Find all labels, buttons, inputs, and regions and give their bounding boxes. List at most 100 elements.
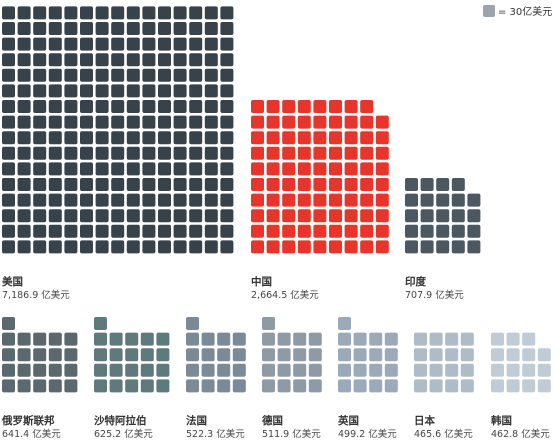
waffle-cell bbox=[313, 162, 327, 176]
waffle-cell bbox=[313, 240, 327, 254]
waffle-cell bbox=[95, 22, 109, 35]
waffle-cell bbox=[189, 68, 203, 82]
waffle-cell bbox=[125, 379, 139, 393]
waffle-cell bbox=[204, 178, 218, 191]
waffle-cell bbox=[220, 178, 234, 191]
waffle-6 bbox=[262, 317, 322, 393]
waffle-cell bbox=[436, 224, 450, 238]
waffle-cell bbox=[189, 224, 203, 238]
waffle-cell bbox=[173, 146, 187, 160]
waffle-cell bbox=[142, 53, 156, 67]
waffle-cell bbox=[220, 193, 234, 207]
waffle-cell bbox=[95, 53, 109, 67]
waffle-cell bbox=[201, 363, 215, 377]
waffle-cell bbox=[384, 379, 398, 393]
waffle-cell bbox=[173, 240, 187, 254]
waffle-cell bbox=[329, 178, 342, 191]
waffle-cell bbox=[17, 193, 31, 207]
waffle-cell bbox=[2, 6, 15, 20]
waffle-cell bbox=[266, 209, 280, 223]
waffle-cell bbox=[142, 68, 156, 82]
waffle-cell bbox=[126, 224, 140, 238]
waffle-cell bbox=[436, 209, 450, 223]
waffle-cell bbox=[360, 131, 374, 145]
waffle-cell bbox=[369, 348, 383, 362]
waffle-cell bbox=[189, 22, 203, 35]
waffle-cell bbox=[460, 348, 474, 362]
waffle-cell bbox=[297, 193, 311, 207]
waffle-cell bbox=[48, 379, 62, 393]
waffle-cell bbox=[360, 209, 374, 223]
waffle-cell bbox=[204, 53, 218, 67]
waffle-cell bbox=[436, 178, 450, 191]
waffle-cell bbox=[266, 162, 280, 176]
waffle-cell bbox=[429, 379, 443, 393]
waffle-cell bbox=[308, 348, 322, 362]
waffle-cell bbox=[189, 193, 203, 207]
waffle-cell bbox=[80, 84, 93, 98]
waffle-cell bbox=[64, 37, 78, 51]
waffle-cell bbox=[48, 332, 62, 346]
waffle-cell bbox=[251, 131, 264, 145]
waffle-cell bbox=[111, 131, 125, 145]
waffle-cell bbox=[48, 68, 62, 82]
waffle-cell bbox=[17, 100, 31, 113]
waffle-cell bbox=[158, 100, 171, 113]
waffle-cell bbox=[220, 22, 234, 35]
series-value-label: 7,186.9 亿美元 bbox=[2, 290, 70, 301]
waffle-cell bbox=[17, 209, 31, 223]
waffle-cell bbox=[173, 209, 187, 223]
waffle-cell bbox=[282, 224, 296, 238]
waffle-cell bbox=[48, 209, 62, 223]
waffle-cell bbox=[204, 224, 218, 238]
waffle-cell bbox=[414, 332, 427, 346]
waffle-cell bbox=[142, 178, 156, 191]
waffle-cell bbox=[95, 193, 109, 207]
waffle-cell bbox=[64, 332, 78, 346]
waffle-cell bbox=[33, 332, 47, 346]
waffle-cell bbox=[64, 348, 78, 362]
waffle-cell bbox=[2, 209, 15, 223]
waffle-cell bbox=[17, 6, 31, 20]
waffle-cell bbox=[126, 209, 140, 223]
waffle-cell bbox=[414, 363, 427, 377]
waffle-cell bbox=[282, 131, 296, 145]
waffle-cell bbox=[360, 100, 374, 113]
waffle-cell bbox=[142, 193, 156, 207]
waffle-cell bbox=[329, 115, 342, 129]
waffle-cell bbox=[405, 224, 418, 238]
waffle-cell bbox=[186, 348, 199, 362]
waffle-cell bbox=[48, 100, 62, 113]
waffle-cell bbox=[460, 332, 474, 346]
waffle-cell bbox=[80, 53, 93, 67]
waffle-cell bbox=[33, 162, 47, 176]
waffle-cell bbox=[111, 68, 125, 82]
waffle-cell bbox=[33, 209, 47, 223]
waffle-cell bbox=[297, 146, 311, 160]
waffle-cell bbox=[414, 348, 427, 362]
waffle-cell bbox=[522, 379, 536, 393]
waffle-cell bbox=[297, 115, 311, 129]
waffle-cell bbox=[64, 115, 78, 129]
waffle-cell bbox=[189, 53, 203, 67]
waffle-cell bbox=[189, 162, 203, 176]
waffle-cell bbox=[158, 178, 171, 191]
waffle-cell bbox=[156, 379, 170, 393]
waffle-cell bbox=[111, 193, 125, 207]
waffle-cell bbox=[369, 379, 383, 393]
waffle-cell bbox=[220, 224, 234, 238]
waffle-cell bbox=[2, 115, 15, 129]
waffle-cell bbox=[251, 209, 264, 223]
waffle-cell bbox=[142, 162, 156, 176]
waffle-cell bbox=[33, 224, 47, 238]
waffle-cell bbox=[297, 131, 311, 145]
waffle-cell bbox=[217, 379, 231, 393]
waffle-cell bbox=[80, 68, 93, 82]
waffle-cell bbox=[48, 22, 62, 35]
waffle-5 bbox=[186, 317, 246, 393]
waffle-cell bbox=[173, 193, 187, 207]
waffle-9 bbox=[491, 332, 551, 393]
waffle-cell bbox=[293, 348, 307, 362]
waffle-cell bbox=[2, 100, 15, 113]
waffle-cell bbox=[405, 209, 418, 223]
